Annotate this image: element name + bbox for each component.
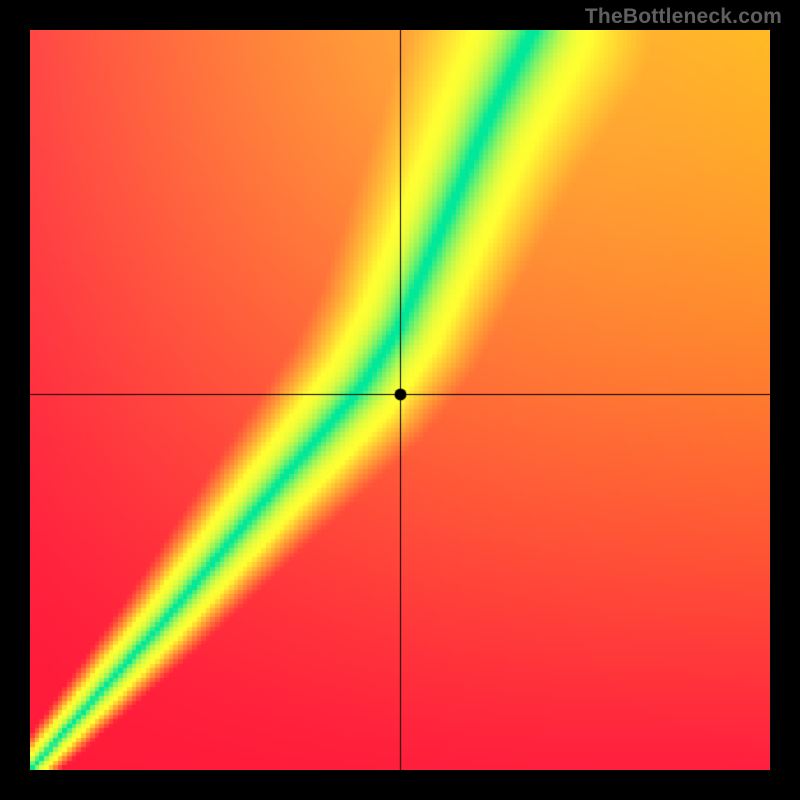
chart-frame: { "watermark": { "text": "TheBottleneck.… — [0, 0, 800, 800]
watermark-text: TheBottleneck.com — [585, 5, 782, 29]
heatmap-canvas — [30, 30, 770, 770]
